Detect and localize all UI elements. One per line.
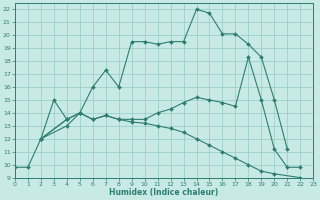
X-axis label: Humidex (Indice chaleur): Humidex (Indice chaleur)	[109, 188, 219, 197]
